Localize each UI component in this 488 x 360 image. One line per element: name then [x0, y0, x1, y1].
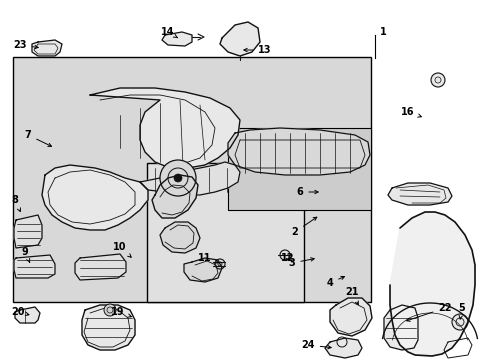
Text: 6: 6 [296, 187, 318, 197]
Text: 13: 13 [244, 45, 271, 55]
Polygon shape [329, 298, 371, 336]
Circle shape [451, 314, 467, 330]
Polygon shape [42, 165, 148, 230]
Text: 18: 18 [0, 359, 1, 360]
Polygon shape [220, 22, 260, 56]
Polygon shape [152, 175, 198, 218]
Polygon shape [227, 128, 369, 175]
Text: 9: 9 [21, 247, 30, 262]
Text: 21: 21 [345, 287, 358, 305]
Text: 2: 2 [291, 217, 316, 237]
Text: 17: 17 [0, 359, 1, 360]
Polygon shape [14, 215, 42, 248]
Text: 22: 22 [406, 303, 451, 321]
Text: 15: 15 [0, 359, 1, 360]
Bar [13, 57, 370, 302]
Circle shape [174, 174, 182, 182]
Bar [227, 128, 370, 210]
Text: 8: 8 [12, 195, 20, 211]
Text: 3: 3 [288, 258, 314, 268]
Circle shape [430, 73, 444, 87]
Circle shape [160, 160, 196, 196]
Polygon shape [383, 305, 417, 350]
Text: 1: 1 [379, 27, 386, 37]
Text: 14: 14 [161, 27, 177, 38]
Polygon shape [183, 258, 222, 282]
Polygon shape [389, 212, 474, 356]
Text: 10: 10 [113, 242, 131, 257]
Polygon shape [160, 222, 200, 253]
Polygon shape [15, 307, 40, 323]
Text: 16: 16 [401, 107, 421, 117]
Polygon shape [90, 88, 240, 168]
Text: 11: 11 [198, 253, 218, 263]
Text: 12: 12 [281, 253, 294, 263]
Text: 7: 7 [24, 130, 51, 147]
Polygon shape [14, 255, 55, 278]
Text: 4: 4 [326, 276, 344, 288]
Bar [147, 163, 304, 302]
Text: 23: 23 [13, 40, 38, 50]
Polygon shape [387, 183, 451, 205]
Polygon shape [32, 40, 62, 56]
Text: 19: 19 [111, 307, 131, 317]
Polygon shape [82, 305, 135, 350]
Polygon shape [325, 338, 361, 358]
Circle shape [104, 304, 116, 316]
Text: 20: 20 [11, 307, 29, 317]
Polygon shape [75, 254, 126, 280]
Text: 24: 24 [301, 340, 330, 350]
Polygon shape [140, 162, 240, 195]
Text: 5: 5 [458, 303, 465, 319]
Polygon shape [162, 32, 192, 46]
